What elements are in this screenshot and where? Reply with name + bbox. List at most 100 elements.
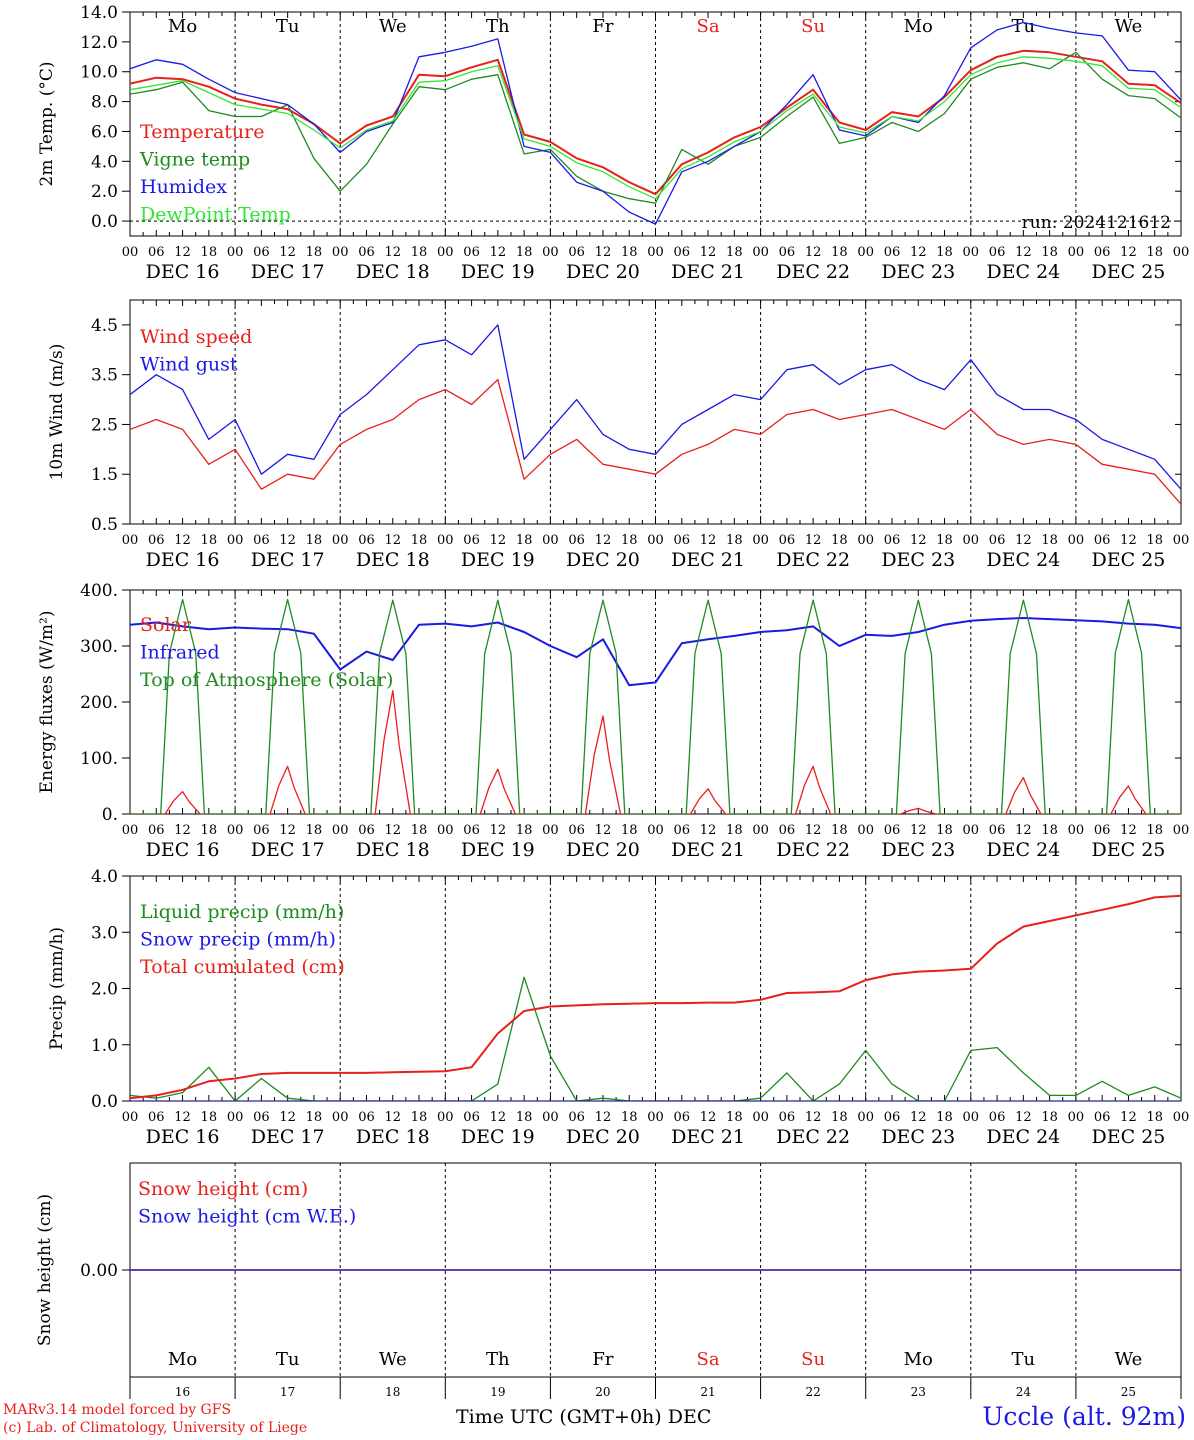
hour-tick-label: 00 <box>963 1110 980 1125</box>
hour-tick-label: 06 <box>253 533 270 548</box>
y-axis-label: Energy fluxes (W/m²) <box>37 611 57 794</box>
y-tick-label: 10.0 <box>80 63 118 83</box>
series-line-wind-speed <box>130 378 1181 505</box>
hour-tick-label: 12 <box>1015 1110 1032 1125</box>
hour-tick-label: 06 <box>148 1110 165 1125</box>
hour-tick-label: 00 <box>1068 1110 1085 1125</box>
y-tick-label: 1.5 <box>91 465 118 485</box>
hour-tick-label: 06 <box>568 533 585 548</box>
date-label: DEC 17 <box>251 549 325 571</box>
date-label: DEC 22 <box>776 549 850 571</box>
date-label: DEC 18 <box>356 261 430 283</box>
series-group <box>130 324 1181 505</box>
hour-tick-label: 12 <box>1015 823 1032 838</box>
series-line-total-cumulated-cm <box>130 894 1181 1100</box>
hour-tick-label: 12 <box>595 245 612 260</box>
y-tick-label: 14.0 <box>80 3 118 23</box>
legend-entry: Snow height (cm W.E.) <box>138 1206 356 1228</box>
station-name: Uccle (alt. 92m) <box>982 1402 1186 1431</box>
hour-tick-label: 18 <box>831 1110 848 1125</box>
date-label: DEC 19 <box>461 549 535 571</box>
day-number-label: 21 <box>700 1385 715 1399</box>
day-number-label: 24 <box>1016 1385 1032 1399</box>
hour-tick-label: 00 <box>647 823 664 838</box>
y-tick-label: 8.0 <box>91 93 118 113</box>
hour-tick-label: 00 <box>227 245 244 260</box>
date-label: DEC 23 <box>881 549 955 571</box>
hour-tick-label: 18 <box>936 245 953 260</box>
hour-tick-label: 12 <box>910 1110 927 1125</box>
hour-tick-label: 18 <box>936 823 953 838</box>
hour-tick-label: 00 <box>542 1110 559 1125</box>
series-line-dewpoint-temp <box>130 56 1181 200</box>
hour-tick-label: 18 <box>831 245 848 260</box>
hour-tick-label: 06 <box>779 1110 796 1125</box>
hour-tick-label: 00 <box>857 533 874 548</box>
hour-tick-label: 00 <box>1173 823 1190 838</box>
hour-tick-label: 18 <box>516 1110 533 1125</box>
date-label: DEC 17 <box>251 839 325 861</box>
hour-tick-label: 06 <box>358 1110 375 1125</box>
y-axis-label: Precip (mm/h) <box>47 927 67 1050</box>
series-group <box>130 894 1181 1101</box>
hour-tick-label: 18 <box>621 1110 638 1125</box>
series-line-vigne-temp <box>130 51 1181 204</box>
hour-tick-label: 06 <box>884 245 901 260</box>
hour-tick-label: 00 <box>227 533 244 548</box>
hour-tick-label: 00 <box>963 823 980 838</box>
hour-tick-label: 12 <box>174 823 191 838</box>
hour-tick-label: 18 <box>306 245 323 260</box>
hour-tick-label: 18 <box>1041 245 1058 260</box>
hour-tick-label: 12 <box>384 533 401 548</box>
hour-tick-label: 12 <box>174 533 191 548</box>
hour-tick-label: 18 <box>306 823 323 838</box>
hour-tick-label: 12 <box>1120 533 1137 548</box>
hour-tick-label: 12 <box>384 823 401 838</box>
hour-tick-label: 18 <box>516 823 533 838</box>
hour-tick-label: 18 <box>726 823 743 838</box>
panel-3: 0. 100. 200. 300. 400. Energy fluxes (W/m²) 00… <box>37 581 1189 861</box>
weekday-label: We <box>1115 16 1143 37</box>
hour-tick-label: 18 <box>621 245 638 260</box>
date-label: DEC 23 <box>881 261 955 283</box>
weekday-label: Fr <box>592 1349 613 1370</box>
hour-tick-label: 00 <box>1068 245 1085 260</box>
date-label: DEC 23 <box>881 1126 955 1148</box>
hour-tick-label: 06 <box>674 245 691 260</box>
hour-tick-label: 12 <box>490 245 507 260</box>
hour-tick-label: 06 <box>884 533 901 548</box>
y-tick-label: 12.0 <box>80 33 118 53</box>
weekday-label: Sa <box>697 16 720 37</box>
hour-tick-label: 12 <box>910 245 927 260</box>
date-label: DEC 24 <box>986 1126 1060 1148</box>
series-group <box>130 598 1181 814</box>
hour-tick-label: 06 <box>674 823 691 838</box>
hour-tick-label: 18 <box>411 823 428 838</box>
hour-tick-label: 18 <box>621 533 638 548</box>
hour-tick-label: 18 <box>516 533 533 548</box>
hour-tick-label: 18 <box>411 245 428 260</box>
hour-tick-label: 00 <box>1068 533 1085 548</box>
hour-tick-label: 00 <box>963 245 980 260</box>
hour-tick-label: 06 <box>463 533 480 548</box>
hour-tick-label: 00 <box>332 245 349 260</box>
date-label: DEC 21 <box>671 839 745 861</box>
weekday-label: We <box>379 16 407 37</box>
legend-entry: Humidex <box>140 176 227 198</box>
hour-tick-label: 18 <box>201 245 218 260</box>
hour-tick-label: 12 <box>700 533 717 548</box>
hour-tick-label: 12 <box>279 823 296 838</box>
hour-tick-label: 12 <box>595 1110 612 1125</box>
run-label: run: 2024121612 <box>1022 213 1171 233</box>
y-axis-label: 2m Temp. (°C) <box>37 61 57 186</box>
y-tick-label: 4.0 <box>91 152 118 172</box>
hour-tick-label: 06 <box>568 823 585 838</box>
series-line-top-of-atmosphere-solar <box>130 598 1181 814</box>
hour-tick-label: 06 <box>253 823 270 838</box>
panel-frame <box>129 299 1182 525</box>
hour-tick-label: 06 <box>674 533 691 548</box>
hour-tick-label: 18 <box>1146 245 1163 260</box>
hour-tick-label: 12 <box>279 533 296 548</box>
hour-tick-label: 00 <box>437 533 454 548</box>
